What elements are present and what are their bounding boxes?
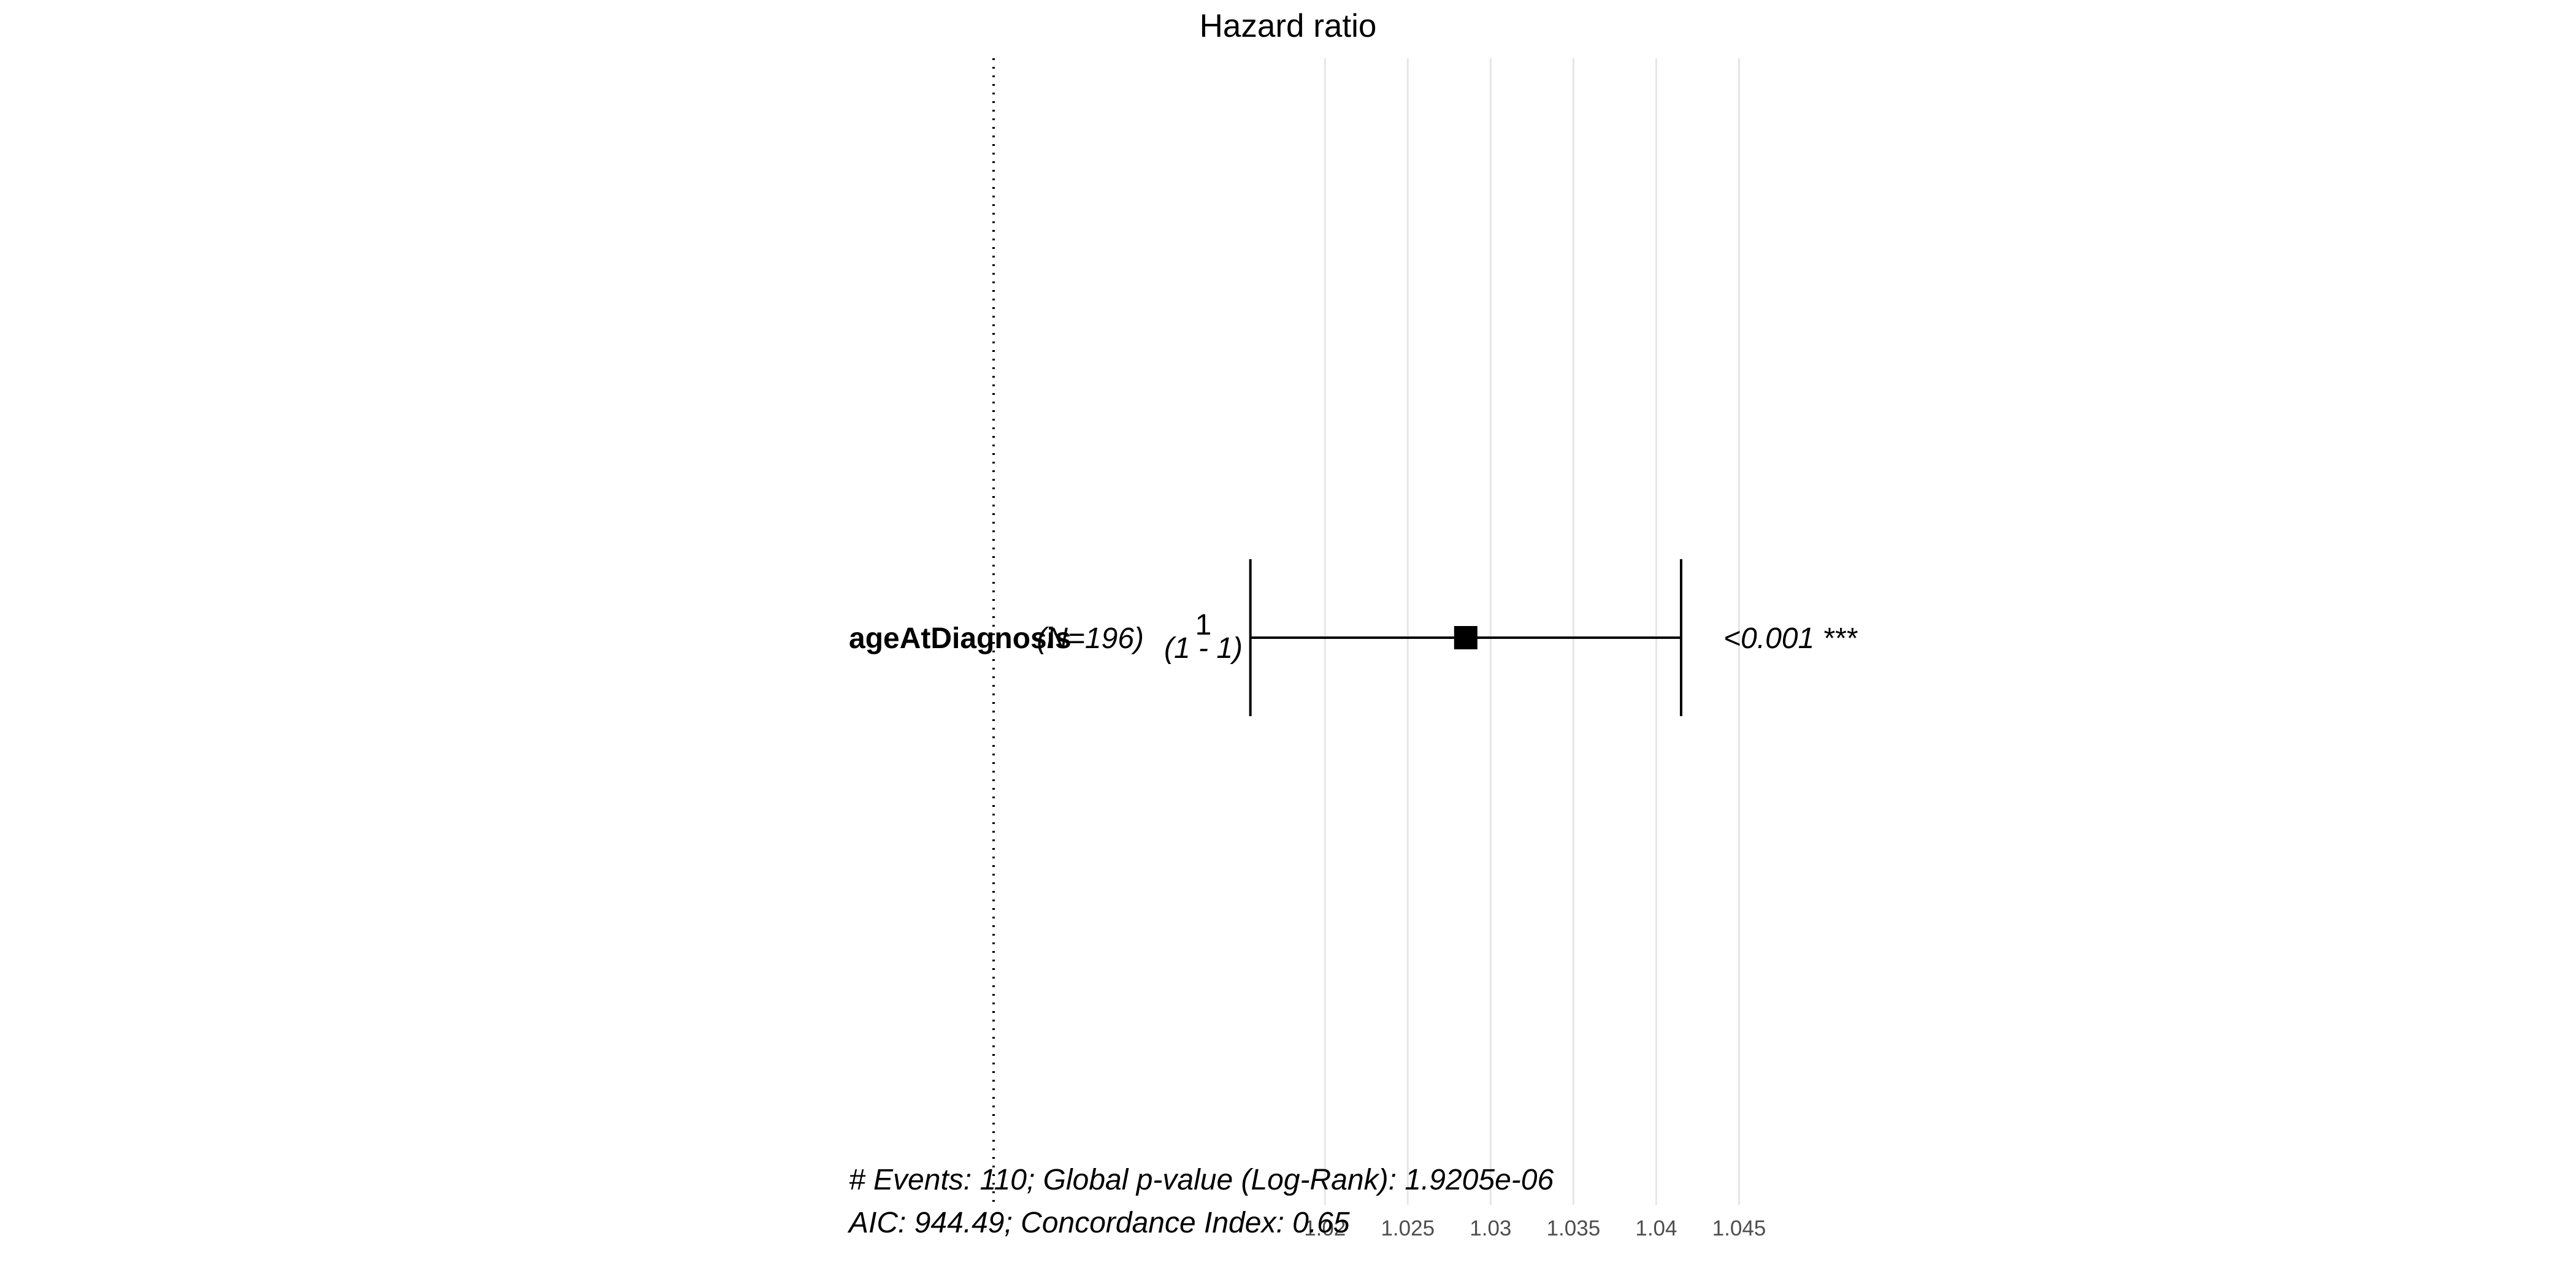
- hr-point-marker: [1454, 626, 1478, 649]
- grid-lines: [1324, 58, 1740, 1205]
- row-p-value: <0.001 ***: [1723, 622, 1858, 655]
- x-tick-label: 1.02: [1304, 1216, 1346, 1240]
- forest-rows: ageAtDiagnosis(N=196) 1(1 - 1) <0.001 ***: [849, 559, 1858, 716]
- x-tick-label: 1.03: [1470, 1216, 1511, 1240]
- x-axis-ticks: 1.02 1.025 1.03 1.035 1.04 1.045: [1304, 1216, 1766, 1240]
- x-tick-label: 1.035: [1547, 1216, 1601, 1240]
- forest-row: ageAtDiagnosis(N=196) 1(1 - 1) <0.001 ***: [849, 559, 1858, 716]
- footer-events-text: # Events: 110; Global p-value (Log-Rank)…: [849, 1164, 1554, 1196]
- row-n-label: (N=196): [1037, 622, 1144, 655]
- row-variable-label: ageAtDiagnosis: [849, 622, 1071, 655]
- row-ci-label: (1 - 1): [1164, 632, 1243, 665]
- row-hr-label: 1: [1195, 609, 1212, 641]
- x-tick-label: 1.045: [1712, 1216, 1766, 1240]
- chart-title: Hazard ratio: [1200, 8, 1377, 44]
- x-tick-label: 1.025: [1381, 1216, 1435, 1240]
- footer-aic-text: AIC: 944.49; Concordance Index: 0.65: [847, 1207, 1350, 1239]
- x-tick-label: 1.04: [1635, 1216, 1677, 1240]
